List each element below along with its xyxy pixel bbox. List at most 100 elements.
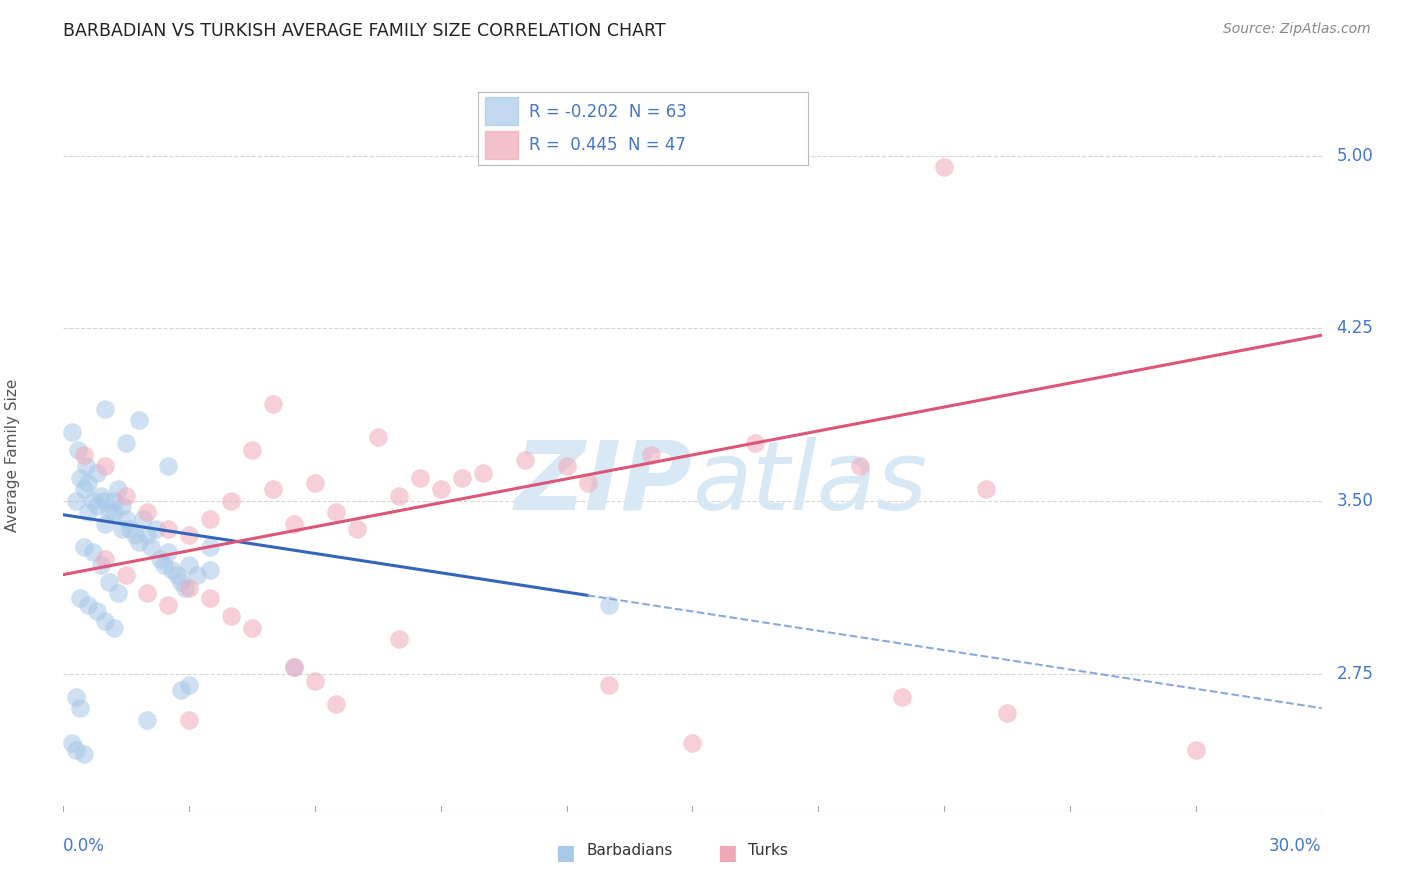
Point [640,448,662,462]
Point [240,621,263,635]
Point [94,494,117,508]
Bar [485,131,517,159]
Point [177,558,201,573]
Point [124,528,146,542]
Point [60,425,83,439]
Point [115,489,138,503]
Point [325,506,347,520]
Point [198,563,221,577]
Point [128,535,150,549]
Point [86,467,108,481]
Point [73,483,96,497]
Text: 3.50: 3.50 [1337,492,1374,510]
Point [598,678,620,692]
Point [65,742,87,756]
Point [145,522,167,536]
Text: ZIP: ZIP [515,437,693,530]
Point [98,574,121,589]
Point [555,459,578,474]
Point [141,540,163,554]
Point [283,516,305,531]
Point [94,401,117,416]
Point [325,697,347,711]
Point [849,459,872,474]
Point [174,582,197,596]
Point [262,483,284,497]
Point [111,522,134,536]
Point [60,736,83,750]
Point [65,494,87,508]
Text: Turks: Turks [748,843,787,858]
Point [198,591,221,605]
Point [177,528,201,542]
Text: atlas: atlas [693,437,928,530]
Point [82,544,104,558]
Point [430,483,453,497]
Point [136,586,159,600]
Point [170,574,193,589]
Point [86,499,108,513]
Point [162,563,184,577]
Point [471,467,494,481]
Point [94,614,117,628]
Point [103,506,125,520]
Point [90,489,112,503]
Point [157,522,180,536]
Point [891,690,914,704]
Text: ■: ■ [717,843,737,863]
Point [153,558,176,573]
Point [157,544,180,558]
Point [77,475,100,490]
Point [388,489,411,503]
Point [240,443,263,458]
Point [73,448,96,462]
Point [166,567,188,582]
Point [304,475,326,490]
Point [198,540,221,554]
Point [157,598,180,612]
Point [73,747,96,761]
Point [974,483,997,497]
Point [149,551,172,566]
Point [115,436,138,450]
Text: 5.00: 5.00 [1337,146,1374,165]
Point [598,598,620,612]
Point [346,522,368,536]
Point [132,512,155,526]
Point [219,609,242,624]
Point [450,471,472,485]
Point [262,397,284,411]
Text: 0.0%: 0.0% [63,837,105,855]
Point [82,494,104,508]
Point [409,471,432,485]
Point [128,413,150,427]
Point [73,540,96,554]
Point [94,516,117,531]
Text: ■: ■ [555,843,575,863]
Point [103,494,125,508]
Point [304,673,326,688]
Point [66,443,89,458]
Point [107,483,129,497]
Point [98,506,121,520]
Point [75,459,97,474]
Point [1185,742,1208,756]
Point [177,582,201,596]
Point [77,506,100,520]
Point [198,512,221,526]
Point [576,475,599,490]
Point [115,567,138,582]
Point [170,682,193,697]
Point [77,598,100,612]
Point [94,459,117,474]
Point [94,551,117,566]
Point [103,621,125,635]
Point [934,160,956,174]
Text: BARBADIAN VS TURKISH AVERAGE FAMILY SIZE CORRELATION CHART: BARBADIAN VS TURKISH AVERAGE FAMILY SIZE… [63,22,666,40]
Text: R = -0.202  N = 63: R = -0.202 N = 63 [529,103,688,120]
Text: 2.75: 2.75 [1337,665,1374,682]
Point [186,567,208,582]
Text: 30.0%: 30.0% [1270,837,1322,855]
Point [107,586,129,600]
Point [995,706,1018,720]
